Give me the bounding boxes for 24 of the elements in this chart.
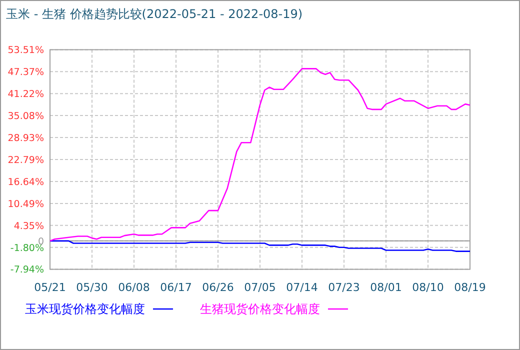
x-tick-label: 06/17 xyxy=(160,281,192,294)
x-tick-label: 08/19 xyxy=(454,281,486,294)
y-tick-label: 41.22% xyxy=(8,89,44,100)
x-tick-label: 08/10 xyxy=(412,281,444,294)
y-tick-label: 53.51% xyxy=(8,45,44,56)
y-tick-label: 22.79% xyxy=(8,154,44,166)
y-tick-label: 35.08% xyxy=(8,110,44,122)
y-tick-label: 10.49% xyxy=(8,198,44,210)
x-tick-label: 08/01 xyxy=(370,281,402,294)
y-tick-label: 28.93% xyxy=(8,132,44,144)
x-tick-label: 07/23 xyxy=(328,281,360,294)
y-tick-label: 16.64% xyxy=(8,176,44,188)
y-tick-label: 4.35% xyxy=(14,220,44,232)
x-tick-label: 07/14 xyxy=(286,281,318,294)
x-tick-label: 05/21 xyxy=(34,281,66,294)
x-tick-label: 05/30 xyxy=(76,281,108,294)
legend-label: 玉米现货价格变化幅度 xyxy=(25,302,145,316)
x-tick-label: 06/08 xyxy=(118,281,150,294)
legend-label: 生猪现货价格变化幅度 xyxy=(200,302,320,316)
x-tick-label: 07/05 xyxy=(244,281,276,294)
y-tick-label: -7.94% xyxy=(10,264,44,276)
chart-title: 玉米 - 生猪 价格趋势比较(2022-05-21 - 2022-08-19) xyxy=(6,7,303,21)
y-tick-label: 47.37% xyxy=(8,67,44,78)
x-tick-label: 06/26 xyxy=(202,281,234,294)
